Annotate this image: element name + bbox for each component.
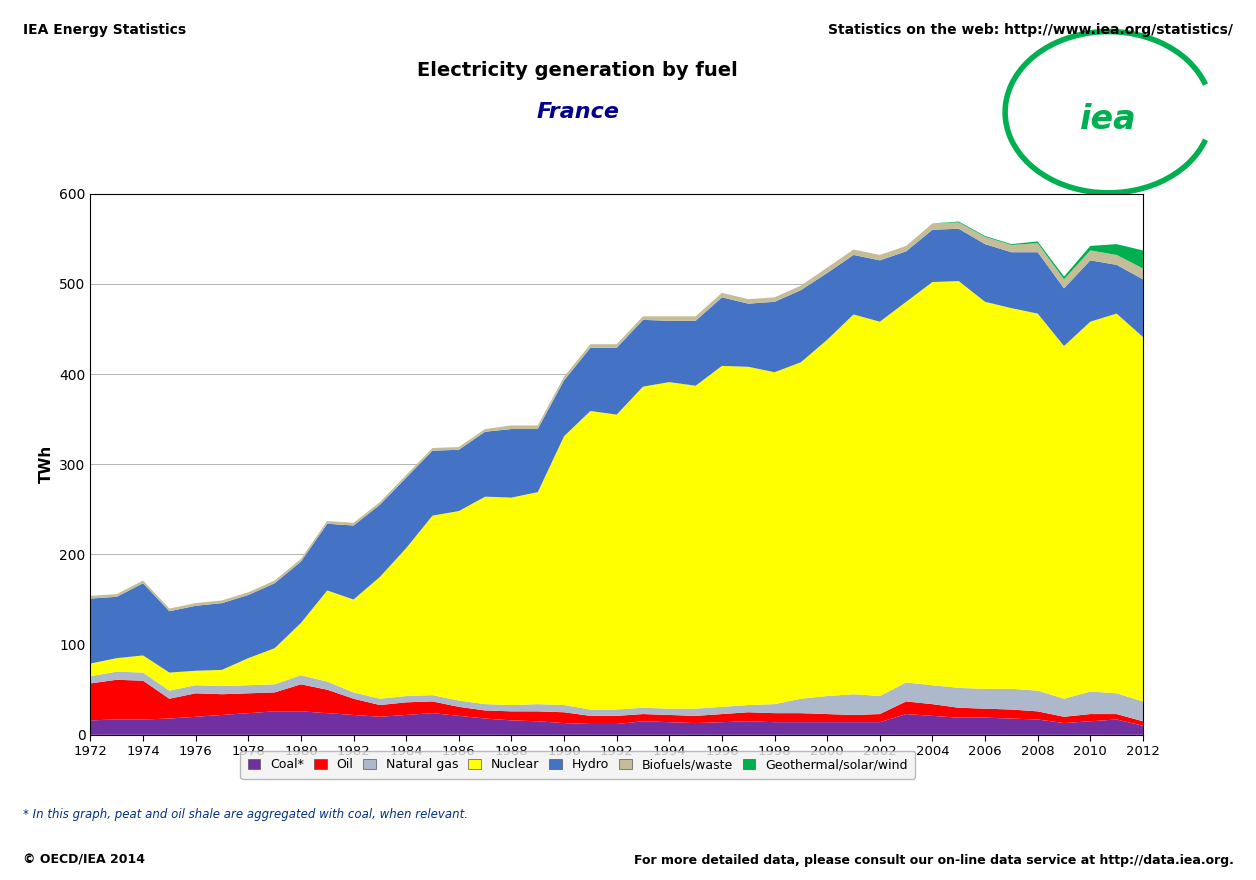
Y-axis label: TWh: TWh — [39, 445, 54, 483]
Text: Statistics on the web: http://www.iea.org/statistics/: Statistics on the web: http://www.iea.or… — [829, 23, 1233, 37]
Text: Electricity generation by fuel: Electricity generation by fuel — [417, 61, 739, 80]
Text: iea: iea — [1080, 103, 1137, 136]
Text: France: France — [536, 102, 619, 121]
Text: © OECD/IEA 2014: © OECD/IEA 2014 — [23, 854, 144, 867]
Circle shape — [1001, 28, 1216, 196]
Text: For more detailed data, please consult our on-line data service at http://data.i: For more detailed data, please consult o… — [633, 854, 1233, 867]
Text: * In this graph, peat and oil shale are aggregated with coal, when relevant.: * In this graph, peat and oil shale are … — [23, 808, 467, 821]
Legend: Coal*, Oil, Natural gas, Nuclear, Hydro, Biofuels/waste, Geothermal/solar/wind: Coal*, Oil, Natural gas, Nuclear, Hydro,… — [240, 751, 916, 779]
Text: IEA Energy Statistics: IEA Energy Statistics — [23, 23, 186, 37]
